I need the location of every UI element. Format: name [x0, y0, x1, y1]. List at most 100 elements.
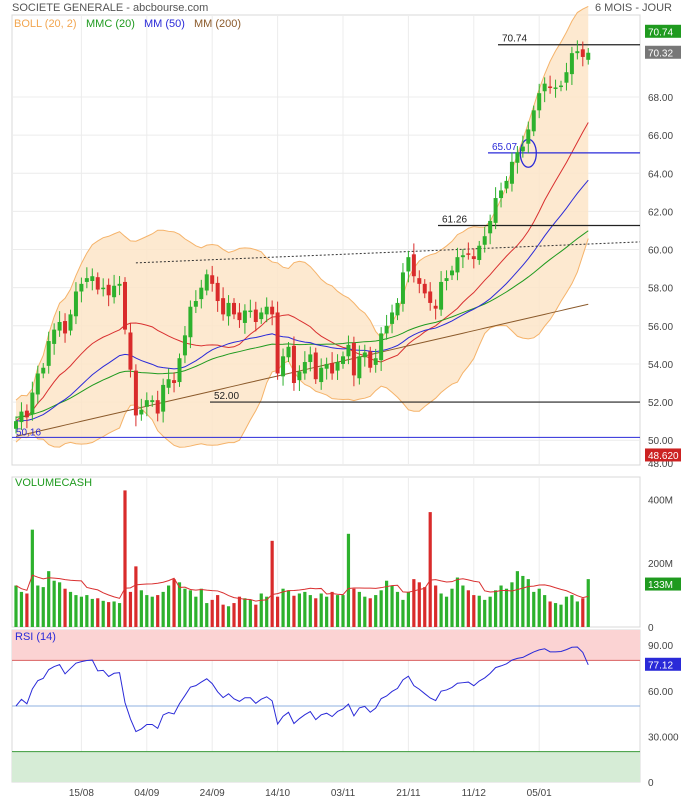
- candle-body: [515, 152, 520, 163]
- volume-bar: [79, 596, 83, 627]
- y-tick-label: 54.00: [648, 360, 673, 371]
- y-tick-label: 62.00: [648, 207, 673, 218]
- rsi-tick-label: 60.00: [648, 687, 673, 698]
- candle-body: [144, 400, 149, 407]
- volume-bar: [297, 593, 301, 627]
- volume-bar: [548, 601, 552, 627]
- volume-bar: [543, 595, 547, 627]
- candle-body: [101, 287, 106, 290]
- volume-bar: [101, 600, 105, 627]
- candle-body: [123, 281, 127, 330]
- x-tick-label: 11/12: [462, 788, 487, 799]
- rsi-tag-bg: [645, 657, 681, 671]
- candle-body: [411, 254, 416, 277]
- volume-bar: [237, 596, 242, 627]
- candle-body: [362, 352, 367, 358]
- candle-body: [161, 384, 166, 412]
- legend-boll: BOLL (20, 2): [14, 18, 77, 30]
- volume-bar: [499, 585, 503, 627]
- candle-body: [564, 72, 569, 83]
- upper-price-tag-bg: [645, 24, 681, 38]
- volume-bar: [221, 604, 225, 627]
- candle-body: [112, 285, 117, 298]
- candle-body: [444, 278, 449, 281]
- volume-bar: [41, 587, 45, 627]
- candle-body: [471, 256, 476, 260]
- candle-body: [450, 270, 454, 276]
- volume-bar: [325, 596, 329, 627]
- volume-bar: [395, 591, 400, 627]
- support-label: 50.16: [16, 427, 41, 438]
- candle-body: [232, 302, 236, 315]
- volume-bar: [401, 599, 405, 627]
- candle-body: [19, 411, 24, 423]
- y-tick-label: 52.00: [648, 398, 673, 409]
- candle-body: [379, 333, 384, 361]
- legend-mm200: MM (200): [194, 18, 241, 30]
- candle-body: [35, 373, 40, 395]
- volume-bar: [36, 585, 40, 627]
- candle-body: [139, 409, 144, 415]
- candle-body: [253, 309, 258, 322]
- volume-bar: [341, 595, 345, 627]
- volume-bar: [19, 591, 24, 627]
- volume-bar: [575, 601, 579, 627]
- candle-body: [128, 332, 133, 370]
- volume-bar: [52, 580, 56, 627]
- volume-bar: [286, 590, 291, 627]
- candle-body: [242, 310, 247, 323]
- bollinger-upper: [15, 6, 589, 401]
- candle-body: [133, 370, 138, 416]
- candle-body: [537, 93, 542, 111]
- rsi-oversold-zone: [12, 751, 640, 782]
- volume-bar: [417, 582, 421, 627]
- candle-body: [291, 345, 296, 384]
- volume-bar: [406, 591, 410, 627]
- volume-bar: [270, 540, 274, 627]
- candle-body: [193, 301, 198, 307]
- rsi-overbought-zone: [12, 630, 640, 661]
- y-tick-label: 68.00: [648, 93, 673, 104]
- candle-body: [351, 342, 356, 376]
- volume-bar: [128, 591, 133, 627]
- volume-tag: 133M: [648, 580, 673, 591]
- rsi-line-path: [15, 646, 589, 733]
- volume-bar: [450, 588, 454, 627]
- volume-bar: [586, 579, 590, 627]
- candle-body: [553, 87, 558, 89]
- trend-line: [135, 241, 641, 264]
- candle-body: [46, 341, 51, 366]
- volume-bar: [117, 603, 122, 627]
- volume-bar: [455, 577, 460, 627]
- moving-averages: [15, 122, 589, 437]
- candle-body: [460, 255, 465, 258]
- candle-body: [433, 305, 438, 309]
- volume-bar: [254, 604, 258, 627]
- candle-body: [221, 298, 226, 315]
- volume-bar: [259, 593, 263, 627]
- candle-body: [24, 410, 29, 418]
- volume-bar: [177, 582, 182, 627]
- candle-body: [41, 367, 46, 374]
- mm200-line: [15, 303, 589, 437]
- volume-bar: [226, 606, 231, 627]
- volume-bar: [161, 591, 165, 627]
- volume-bar: [199, 588, 203, 627]
- candle-body: [319, 367, 324, 383]
- candle-body: [390, 312, 395, 324]
- candle-body: [330, 362, 335, 374]
- volume-bar: [156, 595, 160, 627]
- volume-bar: [47, 571, 51, 627]
- candle-body: [422, 283, 427, 294]
- mmc20-line: [15, 122, 589, 422]
- volume-bar: [368, 598, 372, 627]
- candle-body: [199, 287, 204, 300]
- annotation-label: 52.00: [214, 391, 239, 402]
- volume-bar: [68, 591, 73, 627]
- volume-bar: [374, 595, 378, 627]
- candle-body: [215, 282, 220, 302]
- candle-body: [335, 362, 340, 371]
- volume-bar: [570, 595, 574, 627]
- volume-average-line: [15, 574, 589, 602]
- x-tick-label: 21/11: [396, 788, 421, 799]
